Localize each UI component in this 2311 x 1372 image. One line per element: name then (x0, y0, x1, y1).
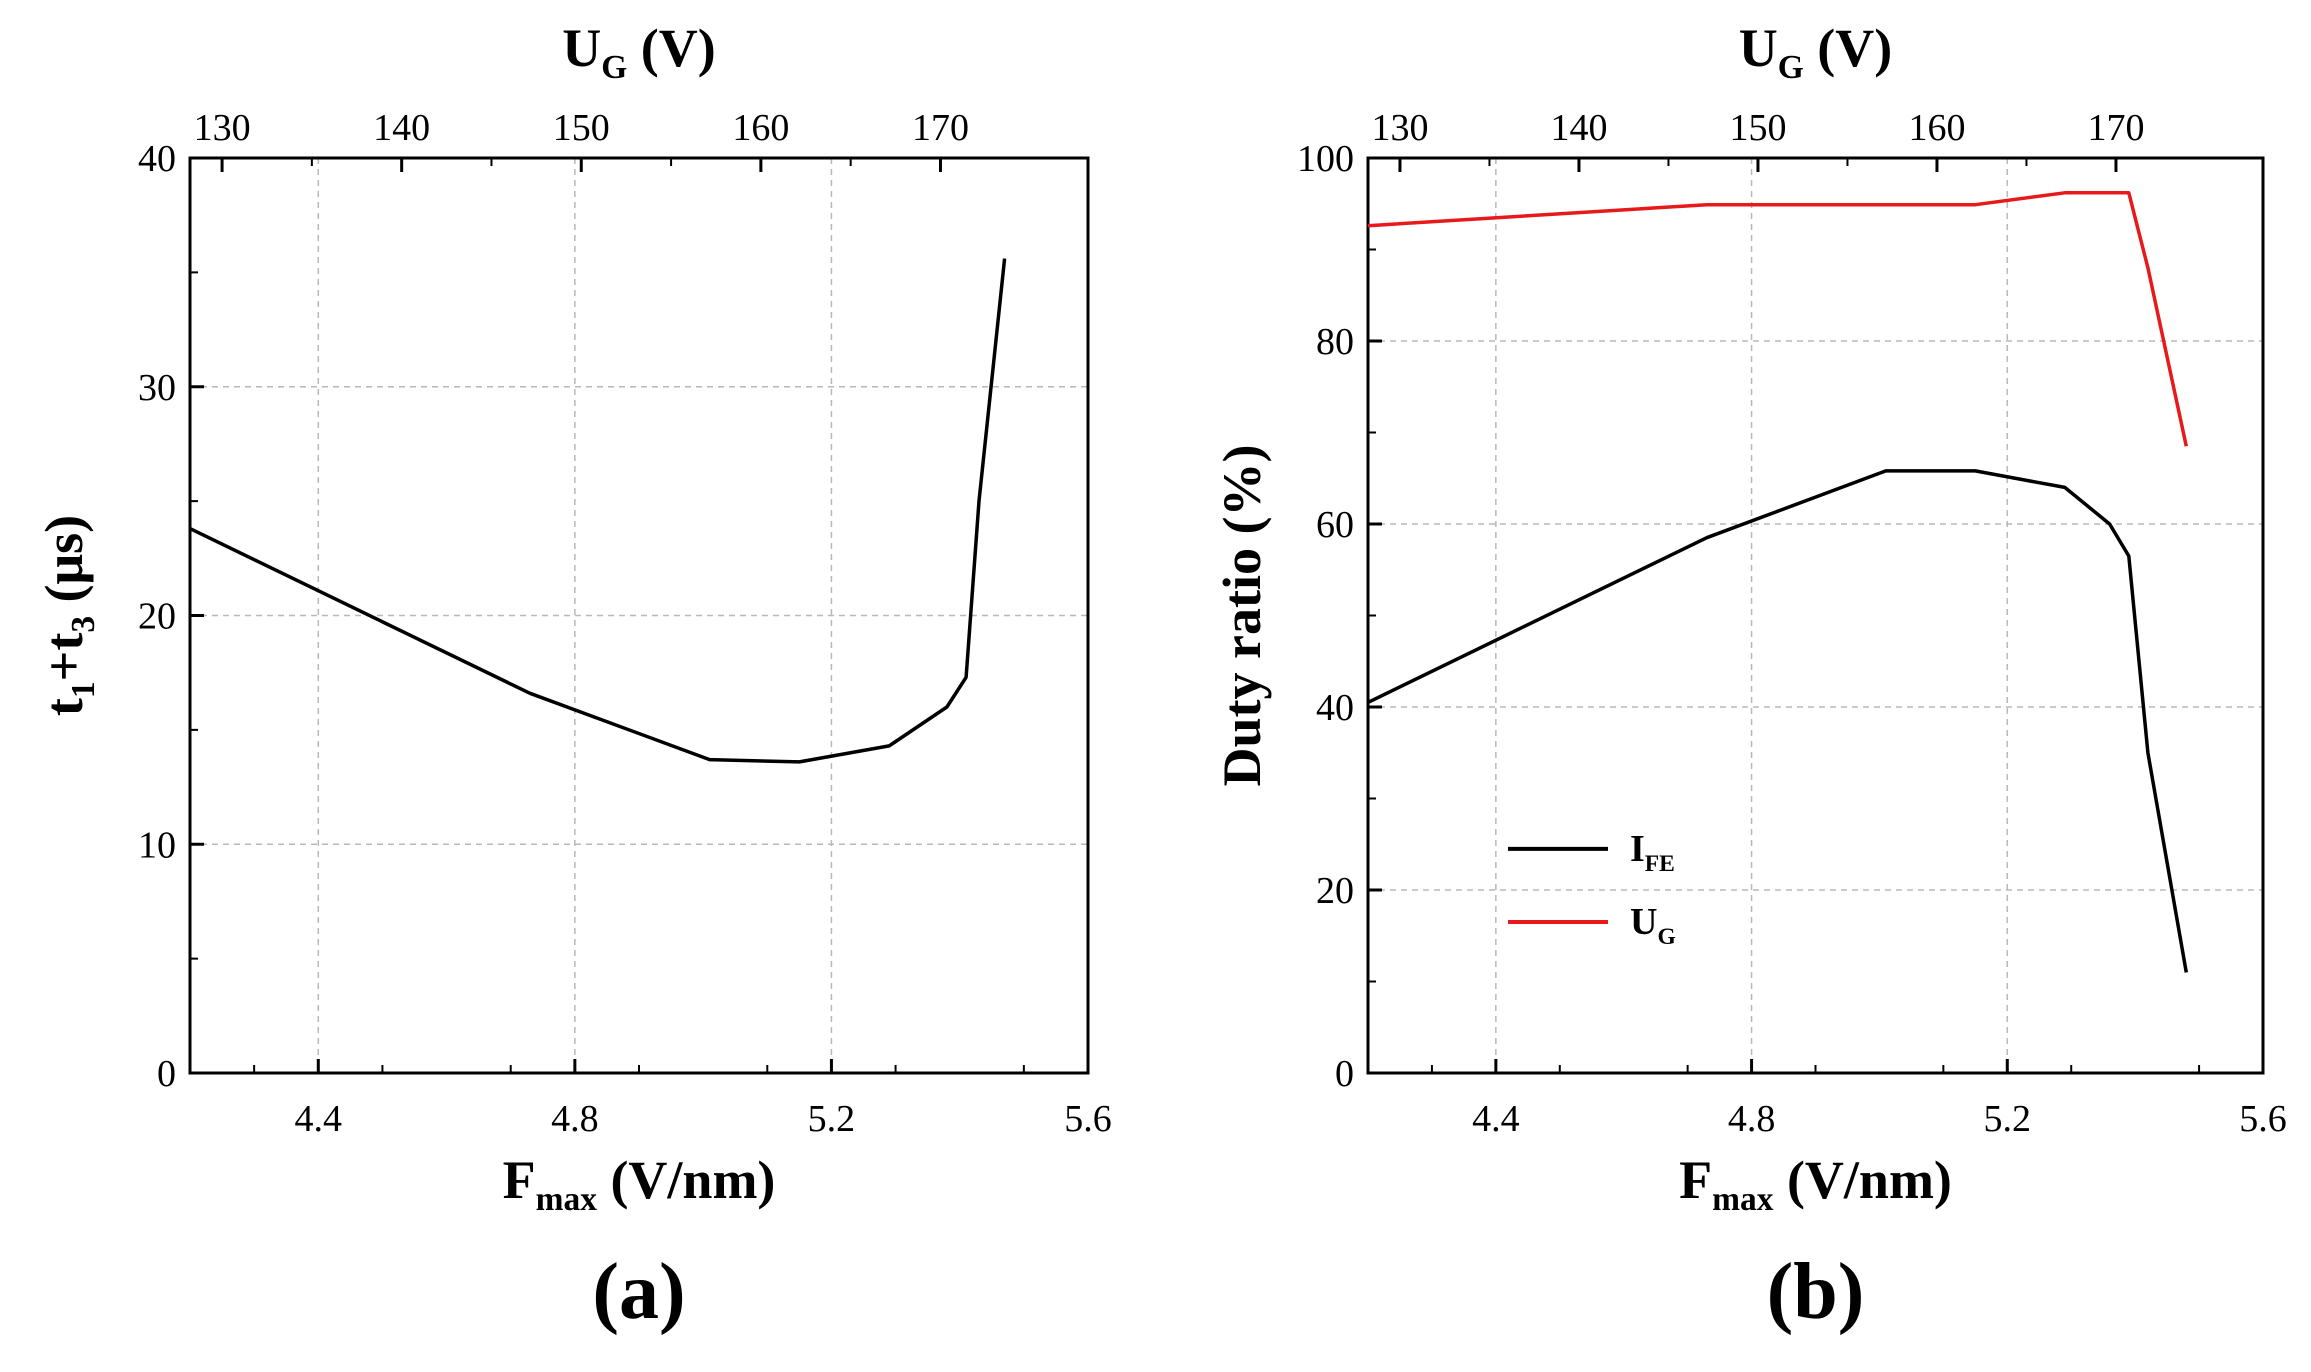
y-tick-label: 40 (1316, 687, 1354, 729)
y-axis-label: Duty ratio (%) (1212, 445, 1272, 787)
x-tick-label: 4.4 (1472, 1098, 1520, 1140)
top-x-tick-label: 150 (553, 107, 610, 149)
y-tick-label: 30 (138, 367, 176, 409)
x-tick-label: 5.2 (1984, 1098, 2032, 1140)
y-tick-label: 20 (138, 596, 176, 638)
top-x-tick-label: 160 (732, 107, 789, 149)
plot-frame (1366, 156, 2265, 1075)
gridlines (1368, 158, 2263, 1073)
y-tick-label: 100 (1297, 138, 1354, 180)
chart-panel-a: 4.4 4.8 5.2 5.6 0 10 20 30 40 130 140 150 160 170 Fma… (34, 18, 1112, 1336)
panel-label: (b) (1767, 1248, 1865, 1336)
top-x-axis-label: UG (V) (1739, 18, 1893, 86)
series-line-ug (1367, 191, 2189, 447)
x-tick-label: 5.6 (2239, 1098, 2287, 1140)
top-x-tick-label: 170 (912, 107, 969, 149)
series-group (189, 258, 1007, 764)
x-tick-label: 5.6 (1064, 1098, 1112, 1140)
x-tick-label: 4.4 (295, 1098, 343, 1140)
legend-label-ife: IFE (1630, 828, 1675, 877)
top-x-tick-label: 170 (2087, 107, 2144, 149)
y-tick-label: 0 (157, 1053, 176, 1095)
series-line-0 (189, 258, 1007, 764)
top-x-axis-label: UG (V) (562, 18, 716, 86)
axis-ticks: 4.4 4.8 5.2 5.6 0 10 20 30 40 130 140 150 160 170 (138, 107, 1112, 1140)
top-x-tick-label: 140 (1550, 107, 1607, 149)
top-x-tick-label: 160 (1908, 107, 1965, 149)
x-tick-label: 4.8 (551, 1098, 599, 1140)
top-x-tick-label: 150 (1729, 107, 1786, 149)
y-axis-label: t1+t3 (μs) (34, 515, 102, 716)
axis-ticks: 4.4 4.8 5.2 5.6 0 20 40 60 80 100 130 140 150 160 170 (1297, 107, 2287, 1140)
top-x-tick-label: 130 (1371, 107, 1428, 149)
x-axis-label: Fmax (V/nm) (503, 1150, 776, 1218)
y-tick-label: 60 (1316, 504, 1354, 546)
y-tick-label: 20 (1316, 870, 1354, 912)
top-x-tick-label: 140 (373, 107, 430, 149)
y-tick-label: 0 (1335, 1053, 1354, 1095)
series-group (1367, 191, 2189, 973)
x-tick-label: 4.8 (1728, 1098, 1776, 1140)
top-x-tick-label: 130 (194, 107, 251, 149)
legend-label-ug: UG (1630, 901, 1676, 950)
series-line-ife (1367, 469, 2189, 973)
y-tick-label: 40 (138, 138, 176, 180)
gridlines (190, 158, 1088, 1073)
y-tick-label: 10 (138, 824, 176, 866)
panel-label: (a) (592, 1248, 685, 1336)
legend: IFE UG (1508, 828, 1676, 950)
x-axis-label: Fmax (V/nm) (1679, 1150, 1952, 1218)
x-tick-label: 5.2 (808, 1098, 856, 1140)
y-tick-label: 80 (1316, 321, 1354, 363)
